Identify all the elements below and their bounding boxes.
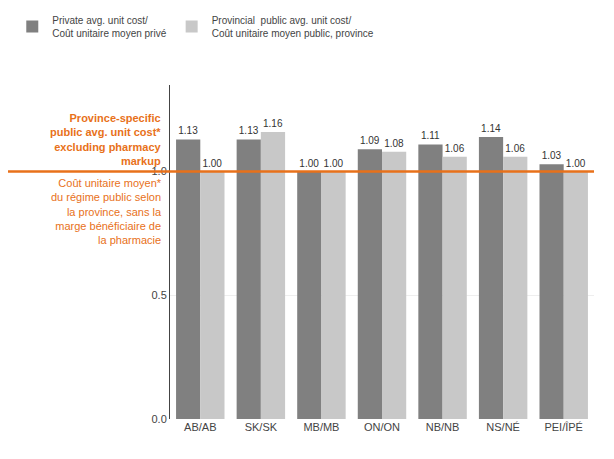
svg-text:1.14: 1.14: [481, 123, 501, 134]
svg-text:NB/NB: NB/NB: [426, 421, 460, 433]
svg-text:1.00: 1.00: [324, 158, 344, 169]
svg-text:NS/NÉ: NS/NÉ: [486, 421, 520, 433]
svg-text:0.0: 0.0: [152, 413, 167, 425]
svg-text:1.00: 1.00: [299, 158, 319, 169]
svg-text:MB/MB: MB/MB: [303, 421, 339, 433]
svg-text:Private avg. unit cost/Coût un: Private avg. unit cost/Coût unitaire moy…: [52, 15, 166, 39]
svg-text:1.13: 1.13: [239, 125, 259, 136]
svg-text:AB/AB: AB/AB: [184, 421, 216, 433]
svg-text:1.03: 1.03: [542, 150, 562, 161]
svg-text:1.06: 1.06: [505, 143, 525, 154]
svg-text:1.08: 1.08: [384, 138, 404, 149]
svg-text:Coût unitaire moyen*du régime: Coût unitaire moyen*du régime public sel…: [51, 177, 162, 246]
svg-text:1.00: 1.00: [566, 158, 586, 169]
svg-text:Province-specificpublic avg. u: Province-specificpublic avg. unit cost*e…: [50, 112, 162, 167]
svg-text:1.06: 1.06: [445, 143, 465, 154]
svg-text:Provincial public avg. unit c: Provincial public avg. unit cost/Coût un…: [212, 15, 374, 39]
svg-text:1.0: 1.0: [152, 165, 167, 177]
svg-text:SK/SK: SK/SK: [245, 421, 278, 433]
svg-text:1.11: 1.11: [421, 130, 440, 141]
svg-text:1.09: 1.09: [360, 135, 380, 146]
svg-text:0.5: 0.5: [152, 289, 167, 301]
svg-text:1.00: 1.00: [202, 158, 222, 169]
svg-text:PEI/ÎPÉ: PEI/ÎPÉ: [544, 421, 583, 433]
svg-text:1.16: 1.16: [263, 118, 283, 129]
svg-text:1.13: 1.13: [178, 125, 198, 136]
svg-text:ON/ON: ON/ON: [364, 421, 400, 433]
